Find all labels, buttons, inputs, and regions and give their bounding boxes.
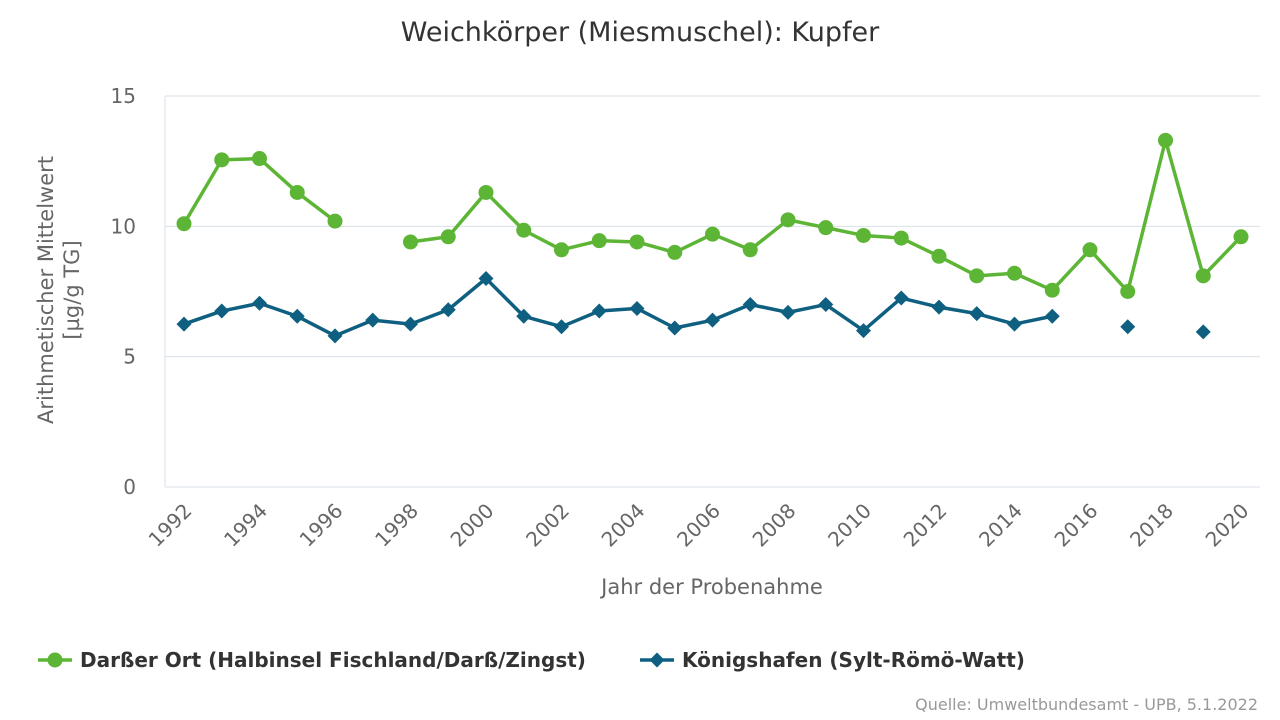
data-point[interactable] [969,268,985,284]
data-point[interactable] [252,151,267,167]
x-tick-label: 1992 [144,499,197,552]
data-point[interactable] [440,302,456,318]
data-point[interactable] [780,304,796,320]
x-tick-label: 2000 [446,499,499,552]
data-point[interactable] [742,297,758,313]
data-point[interactable] [1007,316,1022,332]
x-tick-label: 2008 [748,499,801,552]
series-1 [176,132,1249,299]
data-point[interactable] [365,312,381,328]
x-tick-label: 2012 [899,499,952,552]
legend-label: Darßer Ort (Halbinsel Fischland/Darß/Zin… [80,648,586,672]
data-point[interactable] [818,297,834,313]
data-point[interactable] [1233,229,1249,245]
x-tick-label: 2018 [1125,499,1178,552]
source-note: Quelle: Umweltbundesamt - UPB, 5.1.2022 [915,695,1258,714]
data-point[interactable] [289,184,305,200]
data-point[interactable] [176,216,192,232]
data-point[interactable] [780,212,796,228]
data-point[interactable] [516,308,532,324]
data-point[interactable] [1120,319,1136,335]
series-line [182,156,337,225]
gridlines [164,95,1260,488]
data-point[interactable] [667,320,683,336]
data-point[interactable] [214,303,230,319]
series-layer [176,132,1249,344]
data-point[interactable] [176,316,192,332]
data-point[interactable] [856,323,871,339]
x-axis-title: Jahr der Probenahme [599,575,823,599]
data-point[interactable] [478,270,494,286]
x-tick-label: 2006 [672,499,725,552]
data-point[interactable] [1007,265,1022,281]
y-tick-label: 10 [111,214,136,238]
data-point[interactable] [705,312,720,328]
data-point[interactable] [554,319,569,335]
series-line [410,138,1243,294]
series-2 [176,270,1211,344]
data-point[interactable] [667,244,683,260]
x-tick-label: 2002 [521,499,574,552]
data-point[interactable] [327,213,343,229]
data-point[interactable] [403,234,418,250]
data-point[interactable] [403,316,418,332]
data-point[interactable] [893,230,909,246]
y-axis-ticks: 0 5 10 15 [111,84,136,499]
data-point[interactable] [1120,284,1136,299]
data-point[interactable] [554,242,569,258]
data-point[interactable] [629,300,645,316]
x-tick-label: 1994 [219,499,272,552]
x-axis-ticks: 1992 1994 1996 1998 2000 2002 2004 2006 2008 2010… [144,499,1254,552]
data-point[interactable] [1158,132,1173,148]
data-point[interactable] [705,226,720,242]
data-point[interactable] [856,227,871,243]
legend-marker [47,652,63,668]
data-point[interactable] [1044,282,1060,298]
y-tick-label: 0 [123,475,136,499]
data-point[interactable] [931,299,947,315]
chart-title: Weichkörper (Miesmuschel): Kupfer [401,17,880,48]
y-tick-label: 15 [111,84,136,108]
data-point[interactable] [591,303,607,319]
x-tick-label: 2014 [974,499,1027,552]
y-axis-title-line1: Arithmetischer Mittelwert [34,156,58,424]
y-tick-label: 5 [123,345,136,369]
data-point[interactable] [1195,324,1211,340]
data-point[interactable] [1195,268,1211,284]
x-tick-label: 1996 [295,499,348,552]
y-axis-title-line2: [µg/g TG] [60,240,84,339]
x-tick-label: 2016 [1050,499,1103,552]
series-line [183,276,1053,338]
data-point[interactable] [1044,308,1060,324]
data-point[interactable] [289,308,305,324]
data-point[interactable] [327,328,343,344]
data-point[interactable] [629,234,645,250]
data-point[interactable] [516,222,532,238]
x-tick-label: 2004 [597,499,650,552]
x-tick-label: 1998 [370,499,423,552]
data-point[interactable] [252,295,267,311]
data-point[interactable] [893,290,909,306]
data-point[interactable] [742,242,758,258]
data-point[interactable] [818,220,834,236]
x-tick-label: 2020 [1201,499,1254,552]
data-point[interactable] [591,233,607,249]
data-point[interactable] [440,229,456,245]
y-axis-title: Arithmetischer Mittelwert [µg/g TG] [34,156,84,424]
data-point[interactable] [478,184,494,200]
legend-item[interactable]: Königshafen (Sylt-Römö-Watt) [640,648,1025,672]
legend-item[interactable]: Darßer Ort (Halbinsel Fischland/Darß/Zin… [38,648,586,672]
x-tick-label: 2010 [823,499,876,552]
data-point[interactable] [1082,242,1098,258]
data-point[interactable] [969,306,985,322]
legend-label: Königshafen (Sylt-Römö-Watt) [682,648,1025,672]
legend-marker [649,652,665,668]
legend: Darßer Ort (Halbinsel Fischland/Darß/Zin… [38,648,1025,672]
data-point[interactable] [931,248,947,264]
data-point[interactable] [214,152,230,168]
